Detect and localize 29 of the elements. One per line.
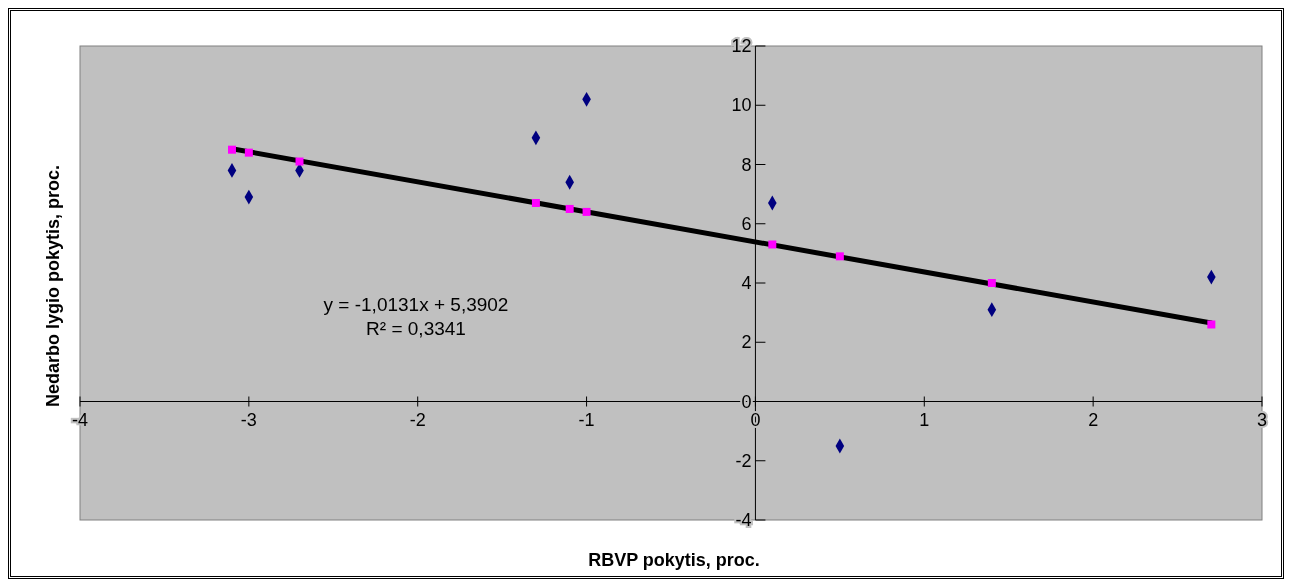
- point: [295, 157, 304, 166]
- x-tick-label: -4: [71, 409, 89, 430]
- point: [1207, 320, 1216, 329]
- point: [244, 148, 253, 157]
- x-tick-label: -2: [409, 409, 426, 430]
- y-tick-label: 4: [741, 273, 752, 293]
- x-tick-label: -3: [240, 409, 257, 430]
- x-tick-label: 1: [919, 409, 930, 430]
- x-tick-label: -1: [578, 409, 595, 430]
- x-tick-label: 3: [1256, 409, 1268, 430]
- point: [768, 240, 777, 249]
- x-axis-title: RBVP pokytis, proc.: [588, 550, 760, 570]
- y-tick-label: 6: [741, 213, 752, 234]
- y-tick-label: 12: [731, 36, 752, 56]
- y-tick-label: 2: [741, 332, 752, 353]
- y-axis-title: Nedarbo lygio pokytis, proc.: [43, 164, 63, 408]
- y-tick-label: -4: [735, 510, 752, 530]
- y-tick-label: 10: [731, 95, 752, 116]
- y-tick-label: 8: [741, 154, 752, 175]
- annotation: R² = 0,3341: [366, 318, 466, 339]
- y-tick-label: -2: [735, 450, 752, 471]
- point: [835, 252, 844, 261]
- point: [531, 199, 540, 208]
- point: [227, 145, 236, 154]
- annotation: y = -1,0131x + 5,3902: [323, 294, 509, 315]
- x-tick-label: 2: [1088, 409, 1099, 430]
- point: [582, 207, 591, 216]
- point: [987, 279, 996, 287]
- point: [565, 204, 574, 213]
